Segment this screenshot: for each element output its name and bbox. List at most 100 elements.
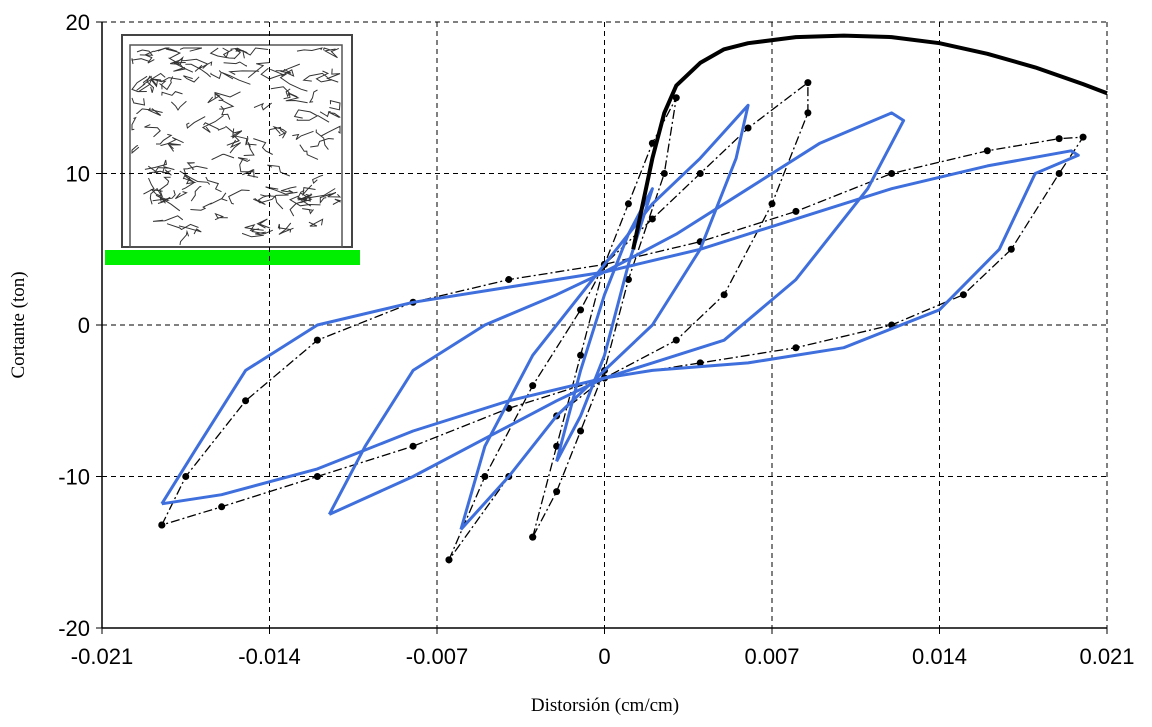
- crack: [160, 142, 181, 152]
- data-point: [660, 170, 668, 177]
- crack: [186, 162, 195, 170]
- crack: [230, 47, 269, 56]
- crack: [324, 192, 342, 198]
- data-point: [624, 200, 632, 208]
- data-point: [182, 473, 190, 480]
- y-tick-label: 20: [66, 10, 90, 35]
- data-point: [577, 306, 585, 314]
- crack: [220, 105, 231, 120]
- crack: [144, 159, 167, 170]
- crack: [136, 78, 158, 91]
- crack: [148, 169, 172, 176]
- crack: [181, 175, 196, 191]
- crack: [218, 99, 235, 110]
- base-bar: [105, 250, 360, 265]
- crack: [222, 47, 233, 59]
- crack: [150, 72, 166, 88]
- crack: [326, 68, 341, 83]
- crack: [205, 176, 222, 193]
- crack: [173, 62, 188, 72]
- crack: [158, 80, 167, 90]
- crack: [302, 72, 329, 82]
- data-point: [445, 556, 453, 564]
- crack: [221, 72, 251, 85]
- crack: [247, 62, 270, 79]
- wall-outline: [129, 44, 343, 248]
- crack: [161, 91, 183, 96]
- crack: [149, 187, 162, 205]
- crack: [136, 108, 163, 114]
- crack: [182, 174, 211, 185]
- crack: [131, 144, 140, 154]
- crack: [320, 125, 341, 137]
- crack: [278, 222, 294, 235]
- data-point: [696, 170, 704, 177]
- crack: [167, 136, 184, 150]
- data-point: [313, 336, 321, 344]
- crack: [159, 76, 174, 91]
- series-line: [532, 97, 677, 538]
- crack: [203, 122, 226, 131]
- crack: [152, 190, 176, 202]
- crack: [159, 196, 181, 212]
- crack: [185, 63, 212, 78]
- crack: [315, 129, 329, 150]
- data-point: [804, 79, 812, 87]
- crack: [169, 48, 182, 59]
- crack: [152, 215, 184, 222]
- data-point: [313, 473, 321, 480]
- crack: [302, 208, 314, 215]
- crack: [299, 144, 319, 160]
- crack: [279, 63, 300, 74]
- data-point: [696, 359, 704, 367]
- crack: [289, 195, 321, 207]
- crack: [228, 189, 250, 205]
- crack: [315, 70, 333, 83]
- crack: [131, 116, 137, 131]
- crack: [285, 92, 308, 104]
- specimen-photo: [105, 34, 360, 265]
- x-tick-label: -0.021: [71, 644, 133, 669]
- crack: [156, 133, 173, 145]
- crack: [150, 77, 182, 83]
- crack: [323, 47, 339, 59]
- crack: [143, 177, 155, 195]
- crack: [136, 49, 154, 56]
- y-tick-label: 0: [78, 313, 90, 338]
- crack: [323, 47, 334, 51]
- crack: [179, 47, 203, 52]
- crack: [229, 139, 242, 154]
- data-point: [158, 521, 166, 529]
- data-point: [553, 442, 561, 450]
- crack: [310, 137, 334, 148]
- crack: [228, 70, 260, 75]
- crack: [244, 224, 260, 232]
- crack: [210, 70, 222, 80]
- crack: [179, 229, 190, 246]
- data-point: [720, 291, 728, 299]
- data-point: [672, 94, 680, 102]
- crack: [297, 189, 312, 202]
- data-point: [409, 442, 417, 450]
- crack: [190, 202, 213, 211]
- crack: [168, 57, 183, 65]
- crack: [319, 111, 331, 118]
- crack: [210, 192, 228, 205]
- crack: [209, 47, 235, 59]
- x-tick-label: 0.014: [912, 644, 967, 669]
- crack: [148, 165, 169, 174]
- crack: [214, 212, 228, 221]
- crack: [280, 186, 297, 193]
- y-tick-label: -10: [58, 465, 90, 490]
- crack: [327, 111, 341, 118]
- data-point: [624, 276, 632, 284]
- crack: [190, 186, 202, 202]
- crack: [131, 58, 150, 65]
- crack: [253, 138, 273, 155]
- crack: [223, 61, 247, 67]
- crack: [272, 125, 287, 139]
- crack: [245, 135, 257, 146]
- data-point: [242, 397, 250, 405]
- series-line: [448, 81, 809, 561]
- x-tick-label: -0.014: [238, 644, 300, 669]
